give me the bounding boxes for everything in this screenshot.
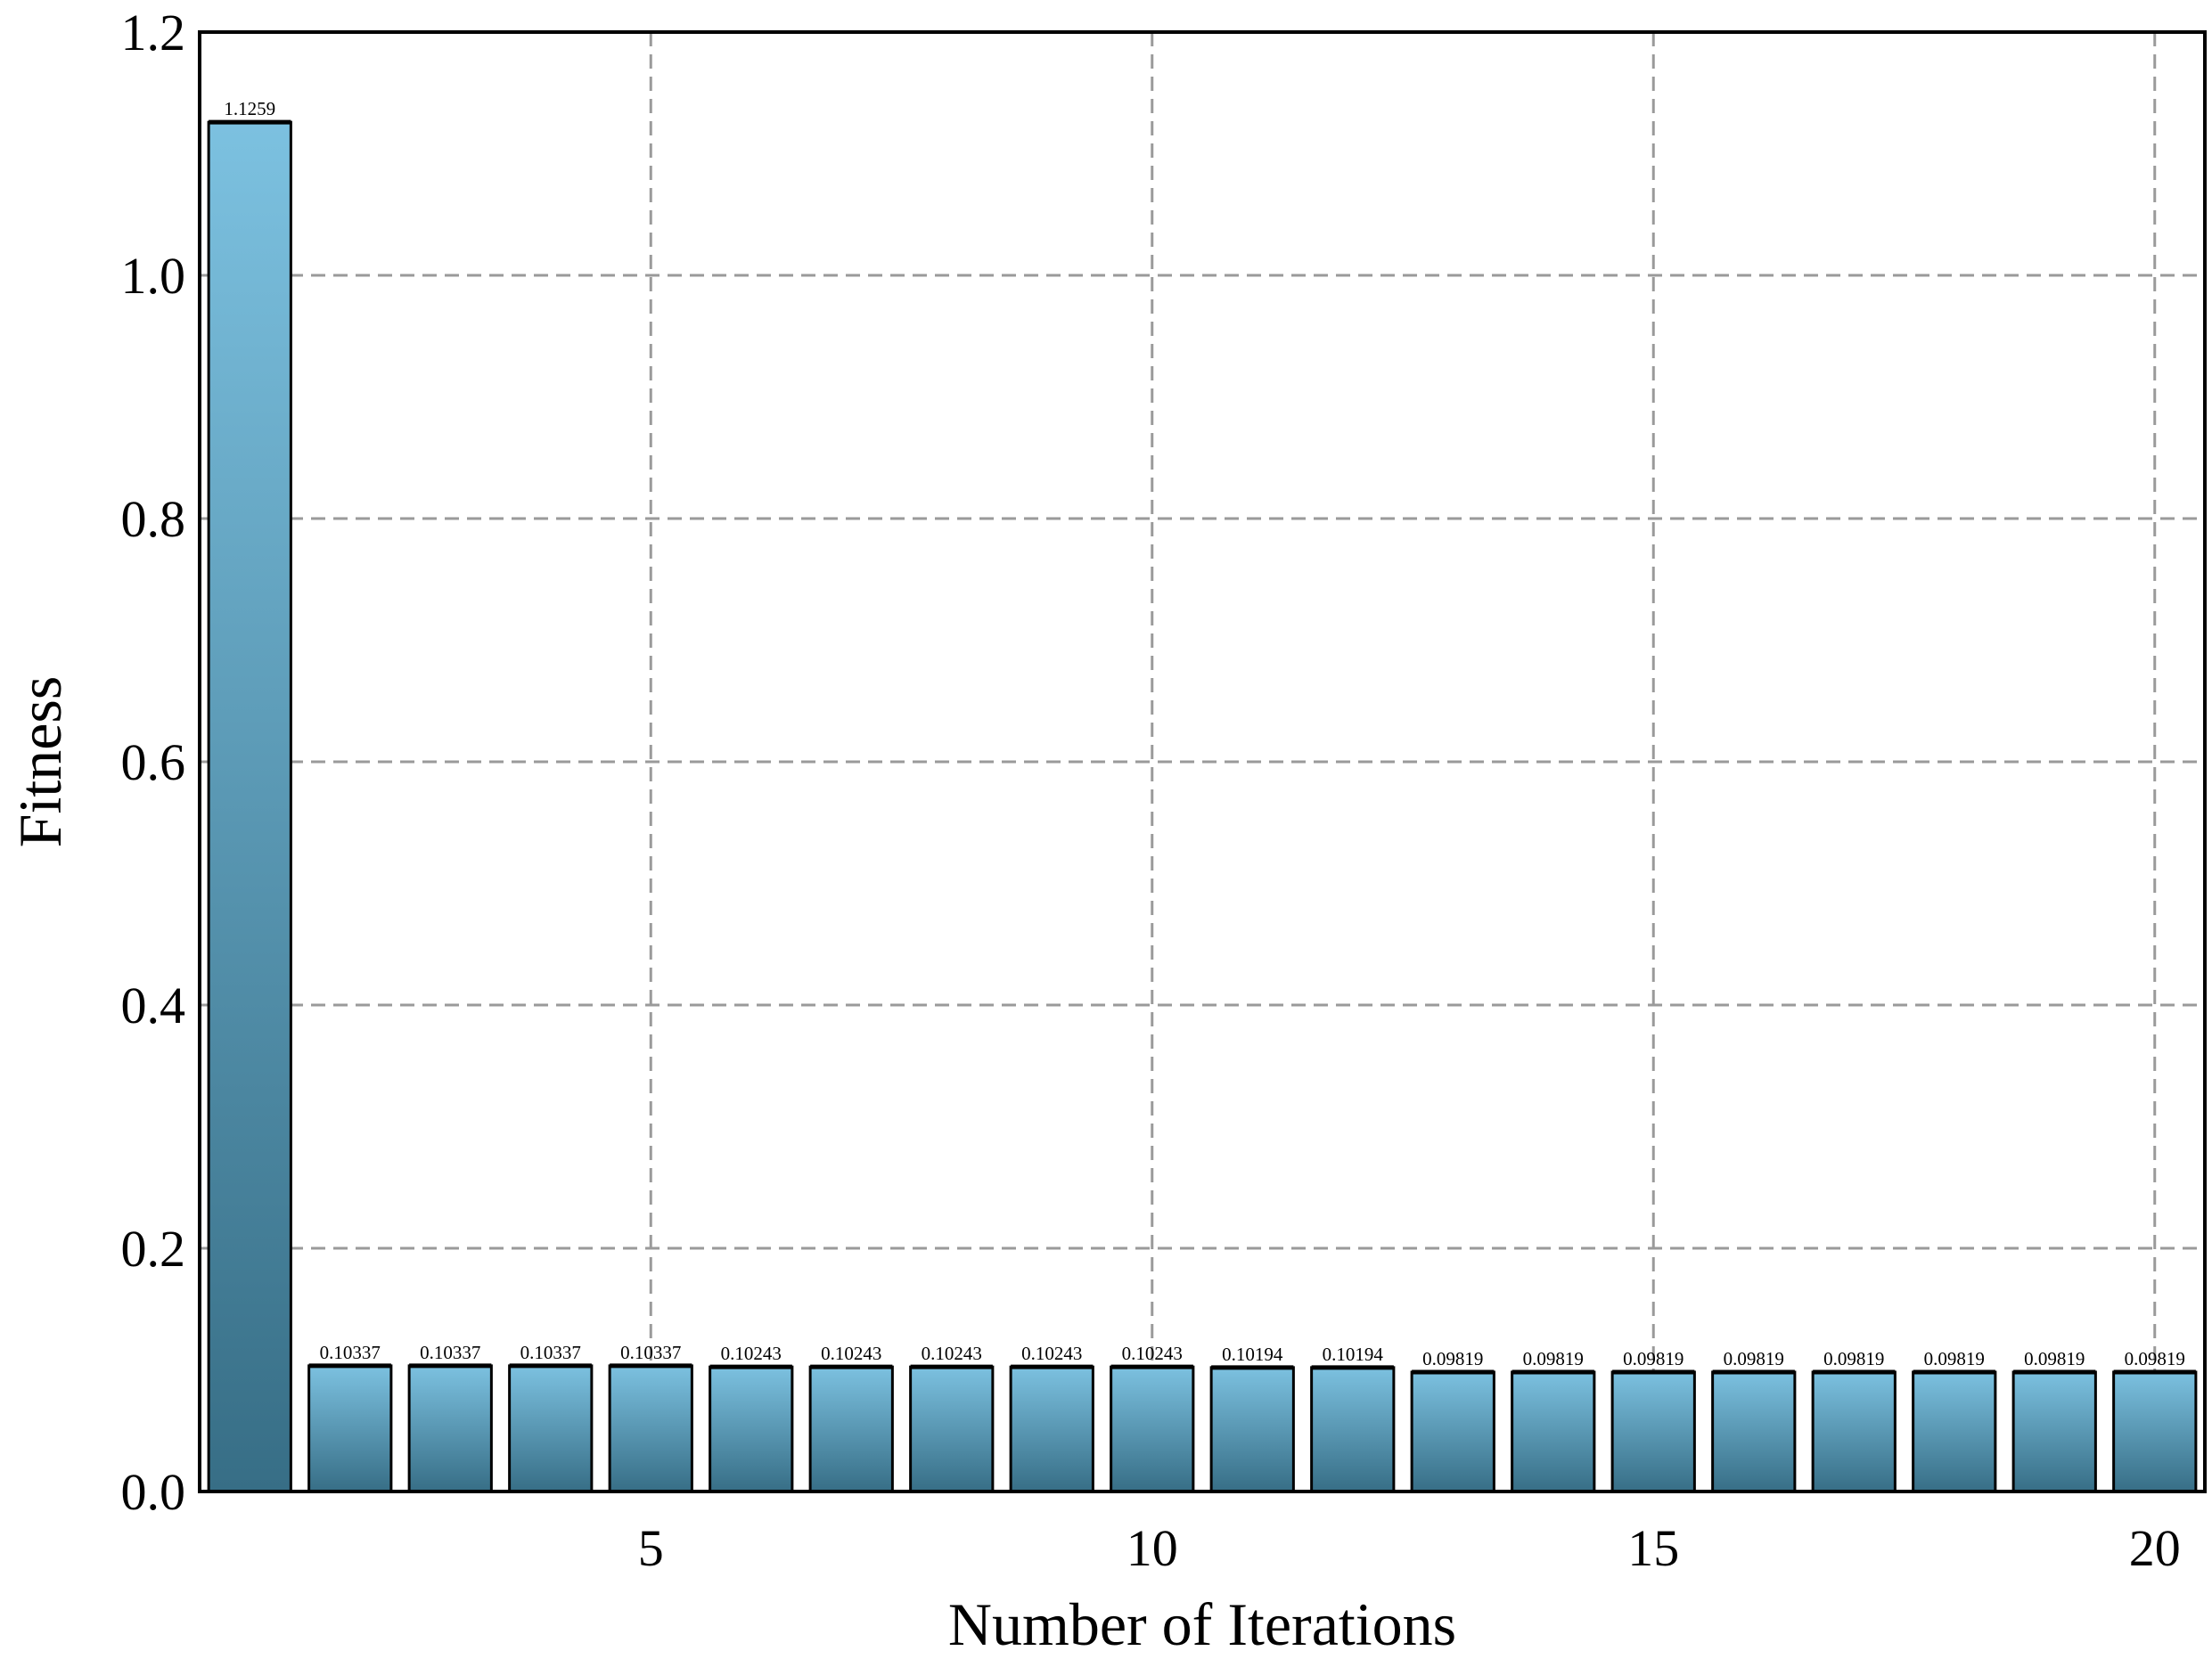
bar [608,1364,693,1493]
bar [1610,1370,1696,1493]
y-tick-label: 0.0 [121,1463,186,1521]
bar-value-label: 0.09819 [1523,1348,1584,1369]
bar [1110,1365,1195,1493]
bar-value-label: 0.10243 [721,1343,782,1364]
bar [709,1365,794,1493]
x-axis-ticks: 5 10 15 20 [638,1519,2181,1577]
bar-value-label: 0.09819 [1924,1348,1985,1369]
bar [1310,1366,1396,1493]
y-axis-title: Fitness [6,676,74,848]
bar [207,120,292,1493]
bars [207,119,2198,1493]
bar [2011,1370,2097,1493]
y-tick-label: 0.4 [121,977,186,1034]
bar-value-label: 0.10194 [1323,1344,1384,1365]
x-axis-title: Number of Iterations [948,1590,1456,1658]
bar-value-label: 0.10194 [1222,1344,1283,1365]
y-tick-label: 0.2 [121,1220,186,1278]
bar [508,1364,594,1493]
bar [307,1364,393,1493]
bar-value-label: 0.09819 [1724,1348,1784,1369]
x-tick-label: 10 [1126,1519,1178,1577]
grid [200,32,2205,1491]
y-tick-label: 1.0 [121,247,186,305]
bar-data-labels: 1.1259 0.10337 0.10337 0.10337 0.10337 0.1024… [224,98,2185,1369]
y-tick-label: 1.2 [121,4,186,61]
bar-value-label: 0.10337 [520,1342,581,1363]
bar [2112,1370,2198,1493]
x-tick-label: 15 [1627,1519,1679,1577]
bar [1009,1365,1094,1493]
bar-value-label: 0.10337 [420,1342,480,1363]
y-tick-label: 0.6 [121,733,186,791]
bar [1711,1370,1797,1493]
y-axis-ticks: 0.0 0.2 0.4 0.6 0.8 1.0 1.2 [121,4,186,1521]
bar [1811,1370,1897,1493]
bar [1912,1370,1997,1493]
bar-value-label: 1.1259 [224,98,275,119]
bar-value-label: 0.10243 [1122,1343,1183,1364]
bar-value-label: 0.10337 [620,1342,681,1363]
bar-value-label: 0.10243 [922,1343,982,1364]
bar-value-label: 0.10243 [1021,1343,1082,1364]
bar-value-label: 0.10337 [320,1342,381,1363]
x-tick-label: 5 [638,1519,664,1577]
bar-value-label: 0.10243 [821,1343,881,1364]
bar-value-label: 0.09819 [2024,1348,2085,1369]
bar [1410,1370,1495,1493]
bar [909,1365,995,1493]
bar [407,1364,493,1493]
bar [1511,1370,1596,1493]
bar-value-label: 0.09819 [1623,1348,1684,1369]
y-tick-label: 0.8 [121,490,186,548]
bar [1209,1366,1295,1493]
bar-value-label: 0.09819 [2125,1348,2185,1369]
bar-value-label: 0.09819 [1823,1348,1884,1369]
bar [808,1365,894,1493]
plot-frame [198,30,2207,1493]
bar-value-label: 0.09819 [1422,1348,1483,1369]
x-tick-label: 20 [2129,1519,2181,1577]
